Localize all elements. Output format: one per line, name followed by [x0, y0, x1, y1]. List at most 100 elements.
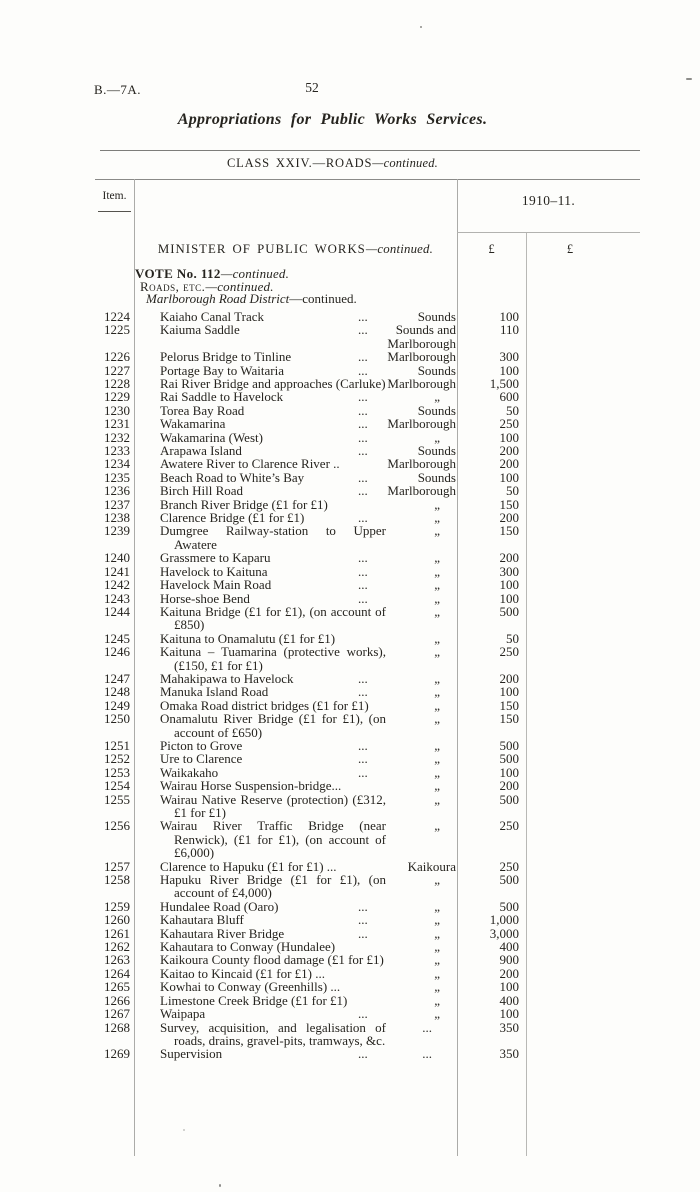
table-row: 1268 Survey, acquisition, and legalisatio…	[95, 1020, 640, 1048]
district: Kaikoura	[407, 858, 456, 874]
district: „	[434, 496, 440, 512]
row-main: Horse-shoe Bend... „	[134, 591, 457, 605]
amount-1910-11: 200	[499, 510, 520, 526]
leader-dots: ...	[358, 912, 368, 928]
amount-1910-11: 150	[499, 523, 520, 539]
item-number: 1264	[104, 965, 130, 981]
table-row: 1230 Torea Bay Road... Sounds 50	[95, 402, 640, 418]
leader-dots: ...	[358, 309, 368, 324]
row-main: Dumgree Railway-station to Upper Awatere…	[134, 524, 457, 551]
class-heading-continued: —continued.	[372, 156, 438, 170]
work-description: Rai River Bridge and approaches (Carluke…	[160, 376, 386, 392]
amount-1910-11: 110	[499, 322, 519, 338]
district: „	[434, 1006, 440, 1022]
row-main: Kahautara to Conway (Hundalee) „	[134, 939, 457, 955]
district: „	[434, 510, 440, 526]
amount-1910-11: 100	[499, 979, 520, 995]
table-row: 1231 Wakamarina... Marlborough 250	[95, 416, 640, 432]
table-row: 1228 Rai River Bridge and approaches (Car…	[95, 376, 640, 392]
leader-dots: ...	[358, 349, 368, 365]
amount-1910-11: 400	[499, 992, 520, 1008]
row-main: Kaitao to Kincaid (£1 for £1) ... „	[134, 966, 457, 980]
district: Marlborough	[387, 416, 456, 432]
amount-1910-11: 1,000	[489, 912, 519, 928]
item-number: 1265	[104, 979, 130, 995]
amount-1910-11: 100	[499, 577, 520, 593]
district: Marlborough	[387, 349, 456, 365]
amount-1910-11: 500	[499, 737, 520, 753]
district: „	[434, 697, 440, 713]
item-number: 1257	[104, 858, 130, 874]
table-row: 1229 Rai Saddle to Havelock... „ 600	[95, 390, 640, 404]
amount-1910-11: 200	[499, 778, 520, 794]
row-main: Mahakipawa to Havelock... „	[134, 670, 457, 686]
work-description: Kahautara Bluff	[160, 912, 244, 928]
amount-1910-11: 250	[499, 818, 520, 834]
item-number: 1232	[104, 429, 130, 445]
work-description: Kowhai to Conway (Greenhills) ...	[160, 979, 341, 995]
work-description: Waikakaho	[160, 764, 219, 780]
item-number: 1245	[104, 630, 130, 646]
table-row: 1240 Grassmere to Kaparu... „ 200	[95, 550, 640, 566]
item-column-header: Item.	[102, 190, 127, 202]
currency-header-2: £	[566, 242, 574, 256]
amount-1910-11: 200	[499, 456, 520, 472]
table-row: 1253 Waikakaho... „ 100	[95, 764, 640, 780]
work-description: Mahakipawa to Havelock	[160, 670, 294, 686]
district: ...	[422, 1046, 432, 1062]
item-number: 1247	[104, 670, 130, 686]
amount-1910-11: 350	[499, 1046, 520, 1062]
table-row: 1237 Branch River Bridge (£1 for £1) „ 150	[95, 496, 640, 512]
district: „	[434, 992, 440, 1008]
work-description: Birch Hill Road	[160, 483, 244, 499]
item-number: 1249	[104, 697, 130, 713]
row-main: Kaiuma Saddle... Sounds and Marlborough	[134, 323, 457, 350]
item-number: 1230	[104, 402, 130, 418]
class-heading-main: CLASS XXIV.—ROADS	[227, 156, 373, 170]
horizontal-rule-top	[100, 150, 640, 151]
amount-1910-11: 500	[499, 791, 520, 807]
section-heading: MINISTER OF PUBLIC WORKS—continued.	[134, 242, 457, 257]
work-description: Kaikoura County flood damage (£1 for £1)	[160, 952, 384, 968]
table-row: 1242 Havelock Main Road... „ 100	[95, 577, 640, 593]
amount-1910-11: 200	[499, 443, 520, 459]
item-number: 1260	[104, 912, 130, 928]
work-description: Kaiaho Canal Track	[160, 309, 264, 324]
amount-1910-11: 500	[499, 603, 520, 619]
amount-1910-11: 250	[499, 416, 520, 432]
amount-1910-11: 100	[499, 590, 520, 606]
amount-1910-11: 1,500	[489, 376, 519, 392]
leader-dots: ...	[358, 429, 368, 445]
leader-dots: ...	[358, 469, 368, 485]
work-description: Havelock to Kaituna	[160, 563, 268, 579]
scan-speck	[183, 1129, 185, 1131]
amount-1910-11: 3,000	[489, 925, 519, 941]
item-number: 1251	[104, 737, 130, 753]
leader-dots: ...	[358, 443, 368, 459]
leader-dots: ...	[358, 510, 368, 526]
work-description: Havelock Main Road	[160, 577, 272, 593]
amount-1910-11: 500	[499, 898, 520, 914]
table-row: 1245 Kaituna to Onamalutu (£1 for £1) „ 50	[95, 630, 640, 646]
item-number: 1262	[104, 939, 130, 955]
district: „	[434, 791, 440, 807]
district: Sounds	[417, 309, 456, 324]
row-main: Havelock Main Road... „	[134, 577, 457, 593]
district: „	[434, 939, 440, 955]
district: Sounds	[417, 362, 456, 378]
table-row: 1235 Beach Road to White’s Bay... Sounds 10…	[95, 469, 640, 485]
row-main: Birch Hill Road... Marlborough	[134, 483, 457, 499]
district: Marlborough	[387, 376, 456, 392]
vote-heading: VOTE No. 112—continued.	[135, 267, 289, 280]
table-row: 1243 Horse-shoe Bend... „ 100	[95, 590, 640, 606]
amount-1910-11: 200	[499, 550, 520, 566]
row-main: Kaituna – Tuamarina (protective works), …	[134, 645, 457, 672]
table-row: 1267 Waipapa... „ 100	[95, 1006, 640, 1022]
row-main: Onamalutu River Bridge (£1 for £1), (on …	[134, 712, 457, 739]
district: „	[434, 684, 440, 700]
amount-1910-11: 500	[499, 751, 520, 767]
item-header-underline	[98, 211, 131, 212]
item-number: 1233	[104, 443, 130, 459]
row-main: Hundalee Road (Oaro)... „	[134, 899, 457, 913]
scan-speck	[420, 26, 422, 28]
